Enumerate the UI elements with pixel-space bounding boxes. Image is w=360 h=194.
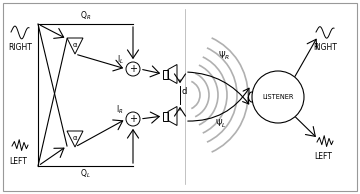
Text: Ψ$_R$: Ψ$_R$ — [218, 50, 230, 62]
Text: LISTENER: LISTENER — [262, 94, 294, 100]
Text: +: + — [129, 113, 137, 124]
Text: Q$_R$: Q$_R$ — [80, 10, 91, 22]
Text: α: α — [73, 42, 77, 48]
Text: LEFT: LEFT — [314, 152, 332, 161]
Text: +: + — [129, 63, 137, 74]
Bar — [163, 112, 168, 120]
Text: I$_L$: I$_L$ — [117, 54, 124, 66]
Text: LEFT: LEFT — [9, 157, 27, 166]
Text: RIGHT: RIGHT — [313, 43, 337, 52]
Bar — [163, 69, 168, 79]
Text: I$_R$: I$_R$ — [116, 104, 124, 116]
Text: Ψ$_L$: Ψ$_L$ — [215, 118, 226, 130]
Text: d: d — [182, 87, 187, 96]
Text: RIGHT: RIGHT — [8, 43, 32, 52]
Text: Q$_L$: Q$_L$ — [80, 167, 91, 179]
Text: α: α — [73, 135, 77, 141]
